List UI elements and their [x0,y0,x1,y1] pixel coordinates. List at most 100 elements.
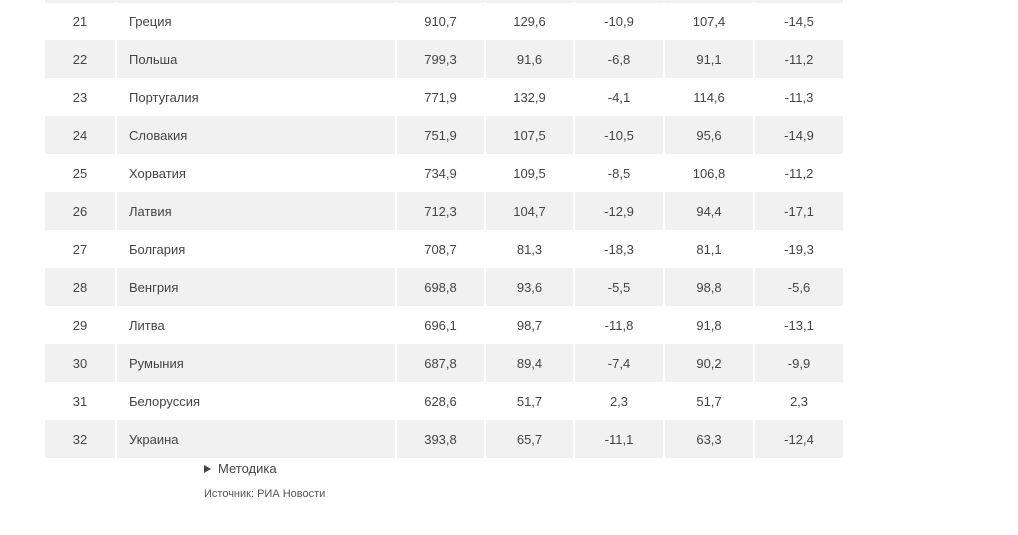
value-cell-5: -9,9 [787,355,811,371]
value-cell-2: 132,9 [486,78,575,116]
value-cell-5: -17,1 [784,203,814,219]
value-cell-1: 696,1 [397,306,486,344]
value-cell-3: -4,1 [575,78,665,116]
table-row: 29 Литва 696,1 98,7 -11,8 91,8 -13,1 [45,306,843,344]
value-cell-1: 771,9 [397,78,486,116]
rank-cell: 27 [45,230,117,268]
value-cell-3: -7,4 [575,344,665,382]
rank-cell: 30 [45,344,117,382]
value-cell-2: 89,4 [486,344,575,382]
triangle-right-icon [204,464,211,473]
value-cell-5: -14,9 [784,127,814,143]
table-row: 32 Украина 393,8 65,7 -11,1 63,3 -12,4 [45,420,843,458]
rank-cell: 25 [45,154,117,192]
value-cell-1: 910,7 [397,2,486,40]
value-cell-5: -13,1 [784,317,814,333]
value-cell-5: -11,2 [784,165,814,181]
value-cell-2: 65,7 [486,420,575,458]
value-cell-1: 708,7 [397,230,486,268]
rank-cell: 23 [45,78,117,116]
value-cell-4: 81,1 [665,230,755,268]
table-row: 24 Словакия 751,9 107,5 -10,5 95,6 -14,9 [45,116,843,154]
country-cell: Румыния [117,344,397,382]
table-row: 22 Польша 799,3 91,6 -6,8 91,1 -11,2 [45,40,843,78]
value-cell-5: -11,3 [784,89,814,105]
country-cell: Латвия [117,192,397,230]
methodology-label: Методика [218,461,277,476]
value-cell-3: -11,1 [575,420,665,458]
value-cell-5: 2,3 [789,393,809,409]
rank-cell: 21 [45,2,117,40]
value-cell-4: 63,3 [665,420,755,458]
rating-table: 21 Греция 910,7 129,6 -10,9 107,4 -14,5 22 Польш… [45,2,843,458]
country-cell: Украина [117,420,397,458]
rank-cell: 32 [45,420,117,458]
value-cell-4: 106,8 [665,154,755,192]
value-cell-2: 91,6 [486,40,575,78]
value-cell-5: -19,3 [784,241,814,257]
rank-cell: 31 [45,382,117,420]
table-row: 27 Болгария 708,7 81,3 -18,3 81,1 -19,3 [45,230,843,268]
value-cell-2: 129,6 [486,2,575,40]
value-cell-4: 91,8 [665,306,755,344]
table-top-edge [45,0,843,3]
table-row: 28 Венгрия 698,8 93,6 -5,5 98,8 -5,6 [45,268,843,306]
country-cell: Польша [117,40,397,78]
value-cell-1: 393,8 [397,420,486,458]
value-cell-5: -5,6 [787,279,811,295]
value-cell-3: -10,9 [575,2,665,40]
value-cell-3: 2,3 [575,382,665,420]
value-cell-4: 51,7 [665,382,755,420]
value-cell-1: 687,8 [397,344,486,382]
value-cell-2: 98,7 [486,306,575,344]
value-cell-2: 51,7 [486,382,575,420]
value-cell-1: 734,9 [397,154,486,192]
country-cell: Белоруссия [117,382,397,420]
value-cell-1: 712,3 [397,192,486,230]
value-cell-3: -18,3 [575,230,665,268]
value-cell-2: 109,5 [486,154,575,192]
value-cell-4: 91,1 [665,40,755,78]
rank-cell: 28 [45,268,117,306]
country-cell: Литва [117,306,397,344]
value-cell-4: 98,8 [665,268,755,306]
value-cell-5: -11,2 [784,51,814,67]
rank-cell: 26 [45,192,117,230]
table-row: 30 Румыния 687,8 89,4 -7,4 90,2 -9,9 [45,344,843,382]
value-cell-3: -12,9 [575,192,665,230]
value-cell-3: -8,5 [575,154,665,192]
value-cell-2: 81,3 [486,230,575,268]
value-cell-3: -11,8 [575,306,665,344]
country-cell: Португалия [117,78,397,116]
value-cell-5: -12,4 [784,431,814,447]
country-cell: Словакия [117,116,397,154]
value-cell-1: 799,3 [397,40,486,78]
table-row: 26 Латвия 712,3 104,7 -12,9 94,4 -17,1 [45,192,843,230]
value-cell-4: 95,6 [665,116,755,154]
rank-cell: 29 [45,306,117,344]
value-cell-4: 107,4 [665,2,755,40]
source-note: Источник: РИА Новости [204,488,326,500]
value-cell-3: -10,5 [575,116,665,154]
value-cell-2: 107,5 [486,116,575,154]
table-row: 25 Хорватия 734,9 109,5 -8,5 106,8 -11,2 [45,154,843,192]
value-cell-3: -6,8 [575,40,665,78]
value-cell-3: -5,5 [575,268,665,306]
table-row: 21 Греция 910,7 129,6 -10,9 107,4 -14,5 [45,2,843,40]
country-cell: Хорватия [117,154,397,192]
value-cell-1: 628,6 [397,382,486,420]
value-cell-2: 104,7 [486,192,575,230]
rank-cell: 22 [45,40,117,78]
value-cell-1: 751,9 [397,116,486,154]
country-cell: Болгария [117,230,397,268]
value-cell-1: 698,8 [397,268,486,306]
value-cell-4: 114,6 [665,78,755,116]
value-cell-4: 90,2 [665,344,755,382]
rank-cell: 24 [45,116,117,154]
country-cell: Венгрия [117,268,397,306]
value-cell-2: 93,6 [486,268,575,306]
methodology-toggle[interactable]: Методика [204,461,277,476]
country-cell: Греция [117,2,397,40]
table-row: 23 Португалия 771,9 132,9 -4,1 114,6 -11,3 [45,78,843,116]
